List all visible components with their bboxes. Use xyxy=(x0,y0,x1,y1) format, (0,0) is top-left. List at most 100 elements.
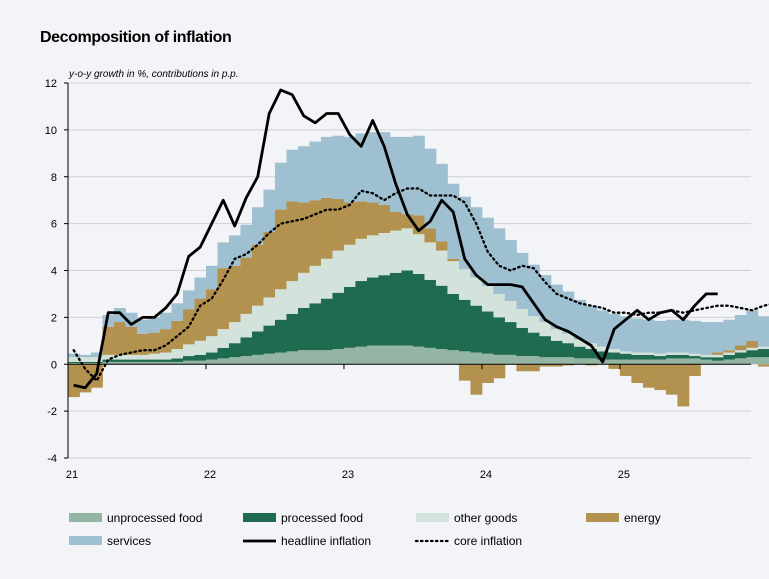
bar-energy xyxy=(251,244,264,306)
bar-energy xyxy=(309,200,322,266)
bar-unprocessed-food xyxy=(642,359,655,365)
bar-processed-food xyxy=(746,350,759,358)
bar-other-goods xyxy=(412,234,425,275)
bar-processed-food xyxy=(366,277,379,346)
legend-label-headline-inflation: headline inflation xyxy=(281,534,371,548)
bar-unprocessed-food xyxy=(274,352,287,365)
bar-unprocessed-food xyxy=(401,345,414,365)
bar-energy xyxy=(619,364,632,376)
bar-services xyxy=(366,132,379,203)
legend-label-processed-food: processed food xyxy=(281,511,363,525)
chart-title: Decomposition of inflation xyxy=(40,29,231,46)
bar-processed-food xyxy=(665,354,678,359)
bar-energy xyxy=(159,329,172,353)
bar-services xyxy=(527,264,540,317)
bar-other-goods xyxy=(619,351,632,354)
legend-swatch-services xyxy=(69,536,102,545)
bar-services xyxy=(550,284,563,330)
bar-other-goods xyxy=(194,340,207,355)
bar-other-goods xyxy=(240,313,253,338)
bar-unprocessed-food xyxy=(355,346,368,365)
bar-unprocessed-food xyxy=(263,353,276,365)
bar-services xyxy=(665,319,678,353)
y-tick-label: 0 xyxy=(51,359,57,371)
bar-unprocessed-food xyxy=(217,358,230,365)
bar-unprocessed-food xyxy=(562,357,575,365)
bar-other-goods xyxy=(205,336,218,353)
bar-energy xyxy=(654,364,667,391)
bar-energy xyxy=(516,364,529,372)
bar-services xyxy=(711,322,724,353)
bar-unprocessed-food xyxy=(631,359,644,365)
bar-energy xyxy=(757,364,769,367)
bar-unprocessed-food xyxy=(366,345,379,365)
bar-services xyxy=(136,319,149,334)
bar-processed-food xyxy=(757,349,769,358)
bar-unprocessed-food xyxy=(746,357,759,365)
bar-other-goods xyxy=(723,352,736,355)
bar-other-goods xyxy=(102,354,115,360)
bar-energy xyxy=(527,364,540,372)
bar-unprocessed-food xyxy=(447,350,460,365)
bar-processed-food xyxy=(182,356,195,361)
bar-services xyxy=(228,235,241,266)
bar-other-goods xyxy=(309,265,322,304)
bar-other-goods xyxy=(366,235,379,278)
bar-processed-food xyxy=(320,298,333,351)
bar-processed-food xyxy=(79,361,92,364)
bar-services xyxy=(389,136,402,212)
bar-processed-food xyxy=(596,351,609,360)
bar-other-goods xyxy=(527,316,540,333)
bar-processed-food xyxy=(711,357,724,361)
bar-services xyxy=(355,133,368,202)
bar-processed-food xyxy=(504,322,517,355)
bar-other-goods xyxy=(389,230,402,273)
bar-other-goods xyxy=(458,269,471,300)
bar-processed-food xyxy=(274,319,287,353)
bar-unprocessed-food xyxy=(424,347,437,365)
bar-processed-food xyxy=(654,356,667,360)
bar-energy xyxy=(378,204,391,233)
bar-energy xyxy=(171,320,184,350)
bar-processed-food xyxy=(550,340,563,358)
bar-energy xyxy=(343,202,356,245)
bar-other-goods xyxy=(493,293,506,318)
bar-processed-food xyxy=(217,347,230,359)
bar-services xyxy=(585,305,598,344)
bar-other-goods xyxy=(297,272,310,308)
bar-other-goods xyxy=(688,353,701,357)
bar-services xyxy=(447,183,460,259)
bar-unprocessed-food xyxy=(654,359,667,365)
bar-energy xyxy=(723,350,736,353)
bar-other-goods xyxy=(573,339,586,347)
bar-energy xyxy=(481,364,494,383)
bar-energy xyxy=(585,364,598,366)
bar-energy xyxy=(711,352,724,355)
bar-processed-food xyxy=(458,299,471,352)
bar-energy xyxy=(677,364,690,407)
bar-processed-food xyxy=(125,359,138,362)
bar-unprocessed-food xyxy=(527,356,540,365)
bar-processed-food xyxy=(343,286,356,348)
bar-unprocessed-food xyxy=(79,363,92,365)
bar-processed-food xyxy=(585,349,598,359)
bar-services xyxy=(286,149,299,202)
y-tick-label: 4 xyxy=(51,266,57,278)
bar-energy xyxy=(217,268,230,330)
bar-other-goods xyxy=(125,354,138,360)
bar-processed-food xyxy=(297,308,310,351)
legend-label-other-goods: other goods xyxy=(454,511,517,525)
bar-processed-food xyxy=(447,293,460,351)
bar-other-goods xyxy=(136,354,149,360)
bar-other-goods xyxy=(734,350,747,353)
bar-unprocessed-food xyxy=(481,353,494,365)
bar-processed-food xyxy=(389,272,402,346)
bar-unprocessed-food xyxy=(228,357,241,365)
bar-services xyxy=(654,320,667,354)
bar-unprocessed-food xyxy=(573,358,586,365)
bar-other-goods xyxy=(757,346,769,350)
bar-unprocessed-food xyxy=(286,351,299,365)
bar-energy xyxy=(332,199,345,251)
bar-unprocessed-food xyxy=(113,361,126,365)
bar-energy xyxy=(320,197,333,259)
